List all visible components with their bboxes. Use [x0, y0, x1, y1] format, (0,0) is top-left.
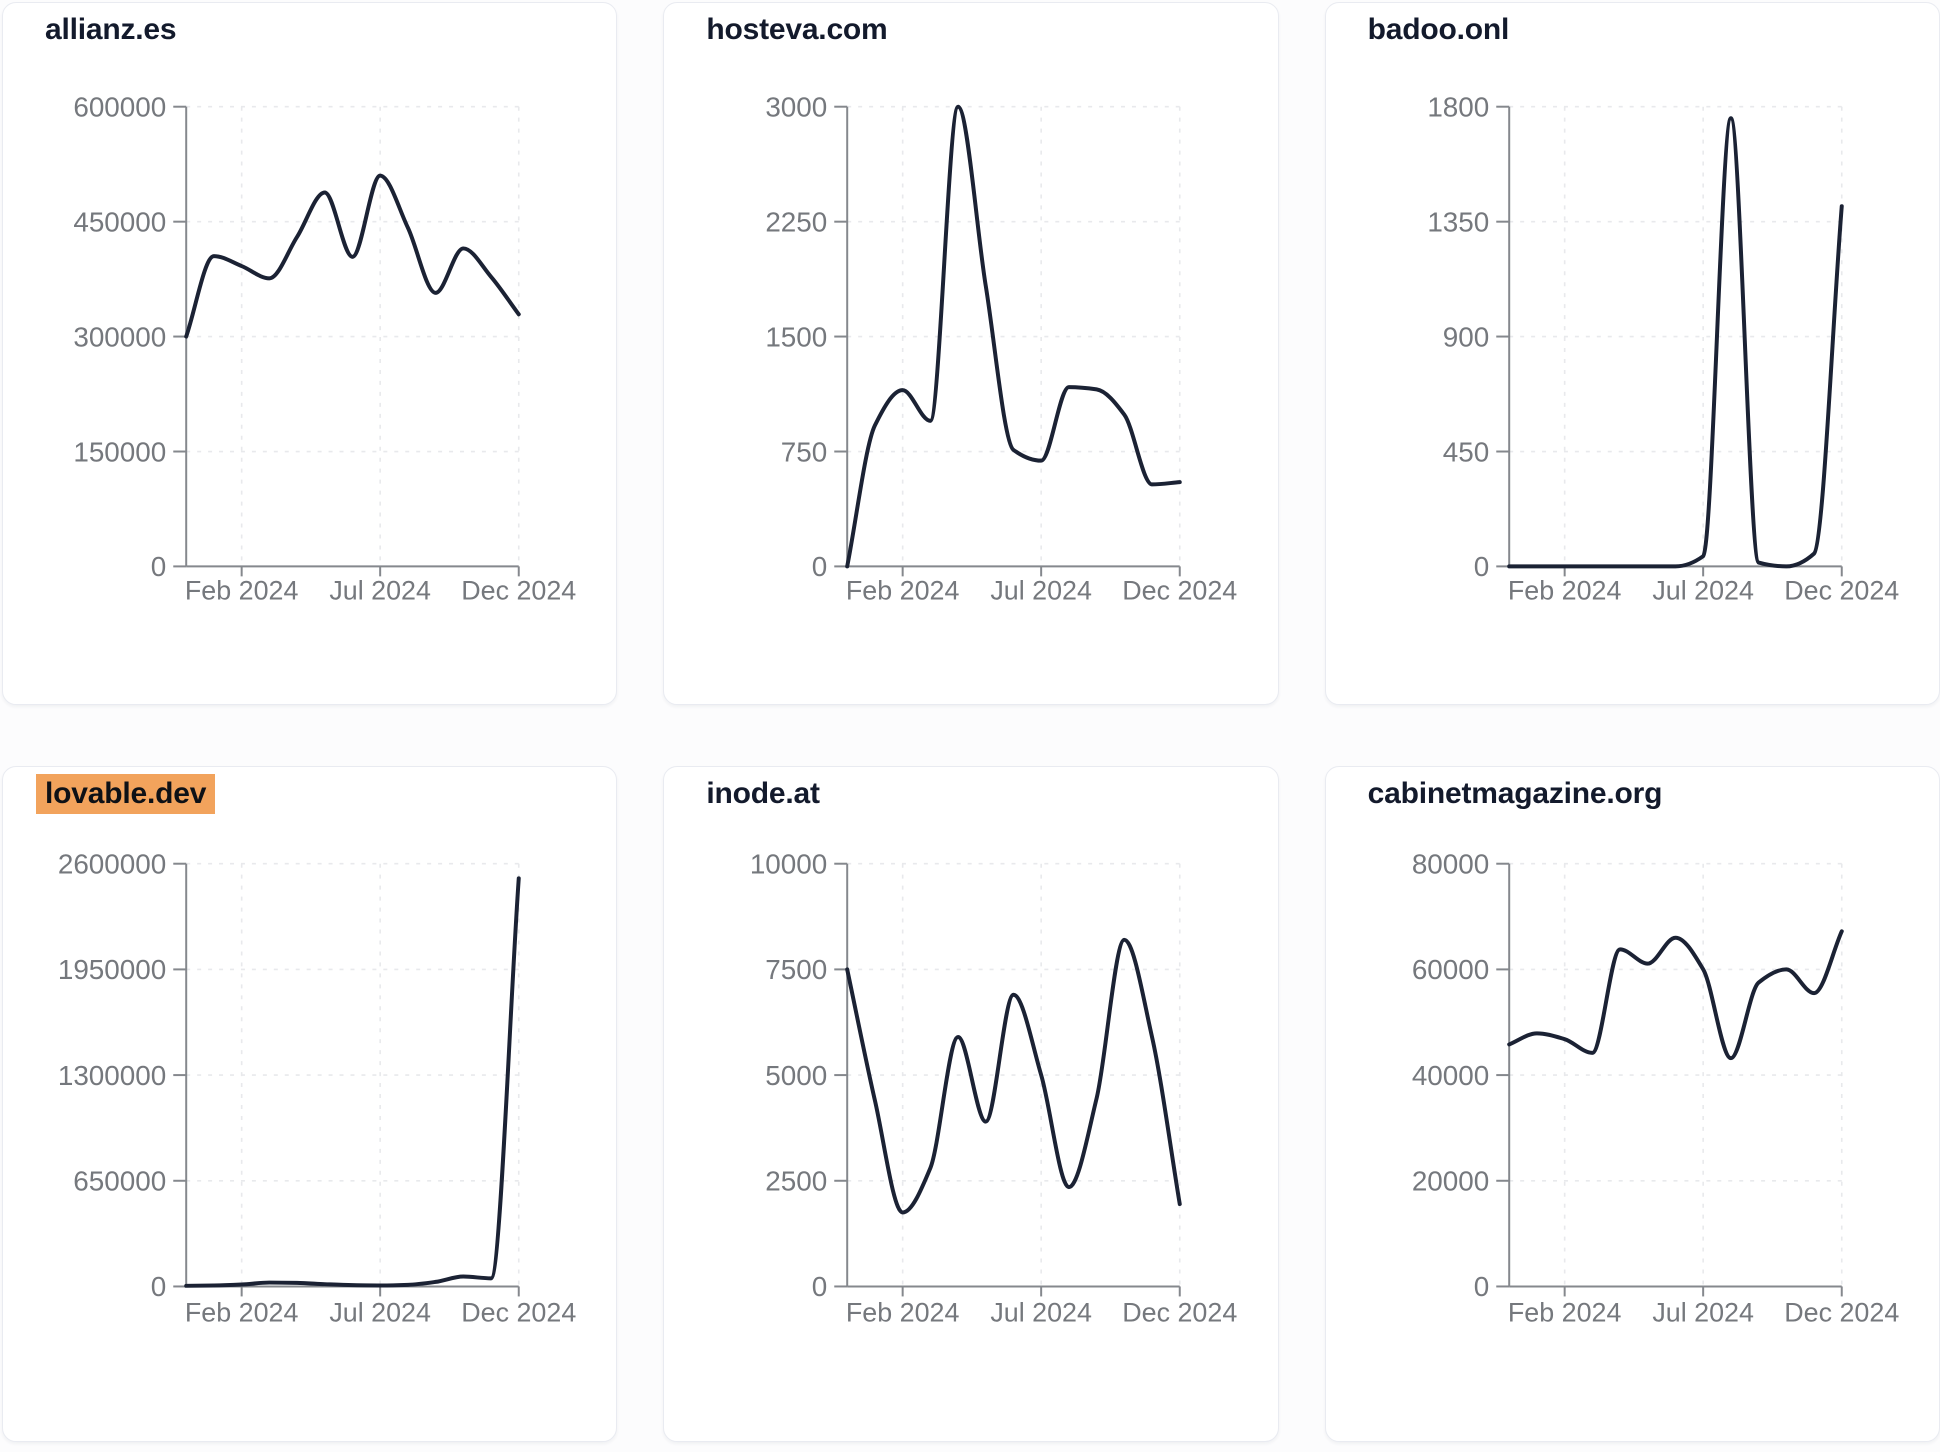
x-tick-label: Feb 2024	[185, 575, 299, 605]
traffic-line-chart: 0 150000 300000 450000 600000 Feb 2024 Jul 202…	[73, 91, 576, 605]
y-tick-label: 150000	[73, 436, 166, 467]
y-tick-label: 0	[1473, 551, 1489, 582]
domain-title-text: lovable.dev	[36, 774, 216, 814]
y-axis: 0 750 1500 2250 3000	[766, 91, 849, 582]
gridlines	[847, 105, 1181, 567]
x-axis: Feb 2024 Jul 2024 Dec 2024	[846, 565, 1238, 605]
x-tick-label: Jul 2024	[329, 1297, 431, 1327]
traffic-line-chart: 0 20000 40000 60000 80000 Feb 2024 Jul 2024 Dec…	[1411, 848, 1899, 1327]
x-tick-label: Feb 2024	[185, 1297, 299, 1327]
traffic-line	[1506, 929, 1844, 1061]
y-tick-label: 1800	[1427, 91, 1489, 122]
y-tick-label: 0	[151, 551, 167, 582]
traffic-line	[845, 104, 1183, 569]
y-tick-label: 5000	[766, 1060, 828, 1091]
domain-card-1[interactable]: allianz.es 0 150000 300000 450000 600000 Feb …	[2, 2, 618, 705]
traffic-line	[184, 876, 521, 1288]
x-tick-label: Jul 2024	[991, 1297, 1093, 1327]
domain-title: lovable.dev	[36, 774, 216, 814]
x-axis: Feb 2024 Jul 2024 Dec 2024	[1508, 565, 1899, 605]
domain-card-4[interactable]: lovable.dev 0 650000 1300000 1950000 2600000…	[2, 766, 618, 1442]
y-tick-label: 1950000	[58, 954, 166, 985]
y-tick-label: 2500	[766, 1166, 828, 1197]
y-tick-label: 10000	[750, 848, 827, 879]
y-tick-label: 2600000	[58, 848, 166, 879]
traffic-line	[1506, 116, 1844, 569]
x-tick-label: Dec 2024	[1123, 1297, 1238, 1327]
y-tick-label: 750	[781, 436, 827, 467]
y-tick-label: 900	[1442, 321, 1488, 352]
x-tick-label: Dec 2024	[461, 1297, 576, 1327]
y-tick-label: 1500	[766, 321, 828, 352]
x-tick-label: Feb 2024	[846, 1297, 960, 1327]
y-axis: 0 150000 300000 450000 600000	[73, 91, 188, 582]
gridlines	[1508, 105, 1843, 567]
domain-title: badoo.onl	[1368, 13, 1510, 47]
x-tick-label: Feb 2024	[846, 575, 960, 605]
x-axis: Feb 2024 Jul 2024 Dec 2024	[185, 565, 576, 605]
domain-title: inode.at	[706, 777, 820, 811]
domain-card-6[interactable]: cabinetmagazine.org 0 20000 40000 60000 8000…	[1324, 766, 1940, 1442]
domain-title: hosteva.com	[706, 13, 887, 47]
x-tick-label: Jul 2024	[1652, 575, 1754, 605]
domain-title-text: hosteva.com	[706, 13, 888, 46]
y-tick-label: 40000	[1411, 1060, 1488, 1091]
y-axis: 0 2500 5000 7500 10000	[750, 848, 849, 1302]
y-tick-label: 450000	[73, 206, 166, 237]
domain-title-text: inode.at	[706, 777, 820, 810]
gridlines	[847, 862, 1181, 1287]
y-axis: 0 450 900 1350 1800	[1427, 91, 1510, 582]
y-tick-label: 1300000	[58, 1060, 166, 1091]
traffic-line-chart: 0 2500 5000 7500 10000 Feb 2024 Jul 2024 Dec 20…	[750, 848, 1238, 1327]
domain-title: allianz.es	[45, 13, 177, 47]
x-tick-label: Jul 2024	[329, 575, 431, 605]
y-axis: 0 20000 40000 60000 80000	[1411, 848, 1510, 1302]
traffic-line	[184, 173, 521, 339]
x-tick-label: Feb 2024	[1508, 575, 1622, 605]
x-tick-label: Dec 2024	[461, 575, 576, 605]
y-tick-label: 20000	[1411, 1166, 1488, 1197]
gridlines	[1508, 862, 1843, 1287]
y-tick-label: 0	[812, 551, 828, 582]
y-tick-label: 2250	[766, 206, 828, 237]
domain-card-5[interactable]: inode.at 0 2500 5000 7500 10000 Feb 2024 Jul 2…	[663, 766, 1279, 1442]
y-tick-label: 1350	[1427, 206, 1489, 237]
x-axis: Feb 2024 Jul 2024 Dec 2024	[1508, 1285, 1899, 1327]
y-tick-label: 300000	[73, 321, 166, 352]
y-tick-label: 0	[812, 1271, 828, 1302]
x-tick-label: Dec 2024	[1123, 575, 1238, 605]
x-tick-label: Dec 2024	[1784, 575, 1899, 605]
y-tick-label: 0	[1473, 1271, 1489, 1302]
y-axis: 0 650000 1300000 1950000 2600000	[58, 848, 188, 1302]
gridlines	[186, 105, 520, 567]
y-tick-label: 450	[1442, 436, 1488, 467]
x-tick-label: Feb 2024	[1508, 1297, 1622, 1327]
x-tick-label: Jul 2024	[991, 575, 1093, 605]
x-tick-label: Jul 2024	[1652, 1297, 1754, 1327]
y-tick-label: 650000	[73, 1166, 166, 1197]
x-tick-label: Dec 2024	[1784, 1297, 1899, 1327]
y-tick-label: 80000	[1411, 848, 1488, 879]
gridlines	[186, 862, 520, 1287]
domain-title: cabinetmagazine.org	[1368, 777, 1663, 811]
domain-title-text: cabinetmagazine.org	[1367, 777, 1663, 810]
y-tick-label: 7500	[766, 954, 828, 985]
y-tick-label: 0	[151, 1271, 167, 1302]
traffic-line-chart: 0 450 900 1350 1800 Feb 2024 Jul 2024 Dec 2024	[1427, 91, 1899, 605]
domain-title-text: badoo.onl	[1367, 13, 1510, 46]
domain-card-2[interactable]: hosteva.com 0 750 1500 2250 3000 Feb 2024 Jul …	[663, 2, 1279, 705]
traffic-line	[845, 937, 1183, 1215]
y-tick-label: 60000	[1411, 954, 1488, 985]
traffic-line-chart: 0 650000 1300000 1950000 2600000 Feb 2024 Jul …	[58, 848, 576, 1327]
y-tick-label: 600000	[73, 91, 166, 122]
domain-card-3[interactable]: badoo.onl 0 450 900 1350 1800 Feb 2024 Jul 202…	[1324, 2, 1940, 705]
x-axis: Feb 2024 Jul 2024 Dec 2024	[185, 1285, 576, 1327]
x-axis: Feb 2024 Jul 2024 Dec 2024	[846, 1285, 1238, 1327]
y-tick-label: 3000	[766, 91, 828, 122]
domain-title-text: allianz.es	[45, 13, 177, 46]
traffic-line-chart: 0 750 1500 2250 3000 Feb 2024 Jul 2024 Dec 2024	[766, 91, 1238, 605]
